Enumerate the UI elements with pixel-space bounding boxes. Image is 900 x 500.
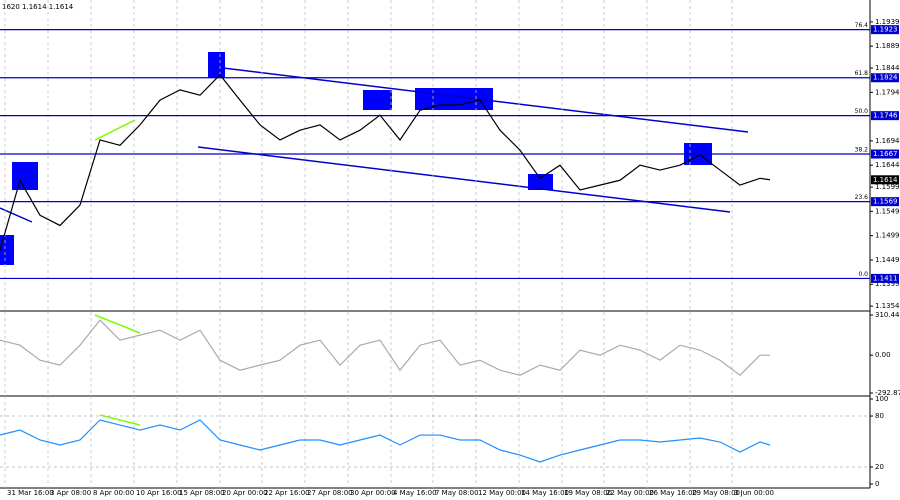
x-tick-label: 7 May 08:00	[435, 489, 479, 497]
x-tick-label: 15 Apr 08:00	[179, 489, 225, 497]
y-tick-label: 1.1599	[875, 183, 900, 191]
x-tick-label: 8 Apr 00:00	[93, 489, 134, 497]
y-tick-label: 0	[875, 480, 879, 488]
price-label-box	[871, 197, 899, 207]
y-tick-label: 80	[875, 412, 884, 420]
price-label: 1.1824	[873, 74, 898, 82]
highlight-box	[363, 90, 392, 110]
y-tick-label: 0.00	[875, 351, 891, 359]
highlight-box	[528, 174, 553, 190]
y-tick-label: 20	[875, 463, 884, 471]
y-tick-label: 100	[875, 395, 888, 403]
price-label-box	[871, 25, 899, 35]
fib-level-name: 61.8	[855, 70, 869, 77]
x-tick-label: 20 Apr 00:00	[222, 489, 268, 497]
price-label: 1.1411	[873, 274, 898, 282]
highlight-box	[208, 52, 225, 78]
y-tick-label: -292.876	[875, 389, 900, 397]
header: 1620 1.1614 1.1614	[2, 3, 74, 11]
y-tick-label: 1.1794	[875, 88, 900, 96]
series-line	[0, 73, 771, 251]
fib-level-name: 76.4	[855, 22, 869, 29]
y-tick-label: 1.1694	[875, 137, 900, 145]
series-line	[0, 319, 770, 377]
x-tick-label: 4 May 16:00	[393, 489, 437, 497]
price-label: 1.1746	[873, 112, 898, 120]
price-label-box	[871, 111, 899, 121]
x-tick-label: 3 Jun 00:00	[734, 489, 774, 497]
y-tick-label: 1.1499	[875, 232, 900, 240]
x-tick-label: 3 Apr 08:00	[50, 489, 91, 497]
fib-level-name: 23.6	[855, 194, 869, 201]
y-tick-label: 1.1644	[875, 161, 900, 169]
series-line	[0, 419, 771, 463]
fib-level-name: 38.2	[855, 147, 869, 154]
y-tick-label: 1.1549	[875, 207, 900, 215]
x-tick-label: 22 Apr 16:00	[264, 489, 310, 497]
divergence-line	[94, 314, 141, 334]
highlight-box	[0, 235, 14, 265]
y-tick-label: 1.1449	[875, 256, 900, 264]
x-tick-label: 29 May 08:00	[692, 489, 740, 497]
x-tick-label: 22 May 00:00	[606, 489, 654, 497]
x-tick-label: 31 Mar 16:00	[7, 489, 54, 497]
x-tick-label: 27 Apr 08:00	[307, 489, 353, 497]
price-label-box	[871, 273, 899, 283]
last-price-label: 1.1614	[873, 176, 898, 184]
y-tick-label: 1.1939	[875, 18, 900, 26]
price-label: 1.1569	[873, 198, 898, 206]
divergence-line	[94, 119, 136, 141]
divergence-line	[99, 414, 141, 426]
fib-level-name: 0.0	[858, 271, 868, 278]
highlight-box	[12, 162, 38, 190]
y-tick-label: 1.1399	[875, 280, 900, 288]
y-tick-label: 1.1844	[875, 64, 900, 72]
price-label: 1.1667	[873, 150, 898, 158]
x-tick-label: 26 May 16:00	[649, 489, 697, 497]
x-tick-label: 30 Apr 00:00	[350, 489, 396, 497]
x-tick-label: 14 May 16:00	[521, 489, 569, 497]
x-tick-label: 19 May 08:00	[564, 489, 612, 497]
x-tick-label: 10 Apr 16:00	[136, 489, 182, 497]
price-label: 1.1923	[873, 26, 898, 34]
price-label-box	[871, 149, 899, 159]
y-tick-label: 1.1354	[875, 302, 900, 310]
y-tick-label: 1.1889	[875, 42, 900, 50]
last-price-box	[871, 175, 899, 185]
y-tick-label: 310.4436	[875, 311, 900, 319]
fib-level-name: 50.0	[855, 108, 869, 115]
price-label-box	[871, 73, 899, 83]
x-tick-label: 12 May 00:00	[478, 489, 526, 497]
